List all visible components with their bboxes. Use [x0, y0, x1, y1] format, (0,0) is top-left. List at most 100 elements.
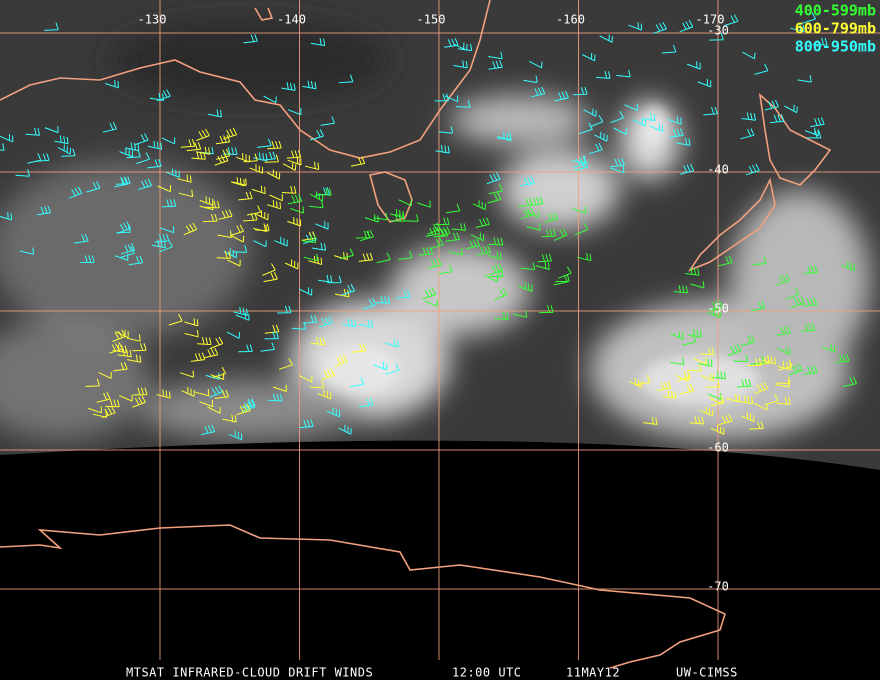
wind-barb	[724, 14, 739, 26]
wind-barb	[661, 44, 677, 54]
wind-barb	[149, 92, 165, 101]
legend-entry: 800-950mb	[795, 38, 876, 56]
wind-barb	[168, 313, 183, 326]
wind-barb	[105, 79, 119, 89]
wind-barb	[154, 233, 170, 243]
wind-barb	[697, 78, 712, 88]
wind-barb	[806, 130, 822, 139]
wind-barb	[340, 283, 355, 296]
wind-barb	[190, 352, 206, 362]
wind-barb	[741, 112, 757, 121]
wind-barb	[375, 295, 391, 304]
legend-entry: 600-799mb	[795, 20, 876, 38]
wind-barb	[302, 314, 318, 324]
wind-barb	[573, 87, 588, 96]
wind-barb	[117, 348, 132, 358]
wind-barb	[281, 185, 297, 194]
wind-barb	[390, 209, 405, 219]
wind-barb	[203, 213, 218, 223]
wind-barb	[203, 347, 219, 359]
wind-barb	[115, 329, 129, 339]
wind-barb	[102, 121, 117, 133]
wind-barb	[310, 38, 326, 47]
wind-barb	[476, 245, 491, 256]
wind-barb	[291, 322, 307, 330]
wind-barb	[487, 251, 502, 260]
wind-barb	[736, 378, 752, 388]
wind-barb	[85, 378, 100, 387]
wind-barb	[373, 362, 388, 371]
wind-barb	[161, 137, 176, 145]
wind-barb	[264, 331, 279, 340]
wind-barb	[790, 24, 805, 33]
wind-barb	[610, 111, 624, 124]
wind-barb	[207, 109, 222, 118]
wind-barb	[610, 166, 625, 174]
wind-barb	[216, 251, 231, 259]
wind-barb	[263, 272, 278, 283]
wind-barb	[745, 163, 760, 176]
wind-barb	[676, 370, 691, 382]
wind-barb	[286, 149, 302, 159]
wind-barb	[520, 176, 535, 187]
wind-barb	[359, 397, 374, 408]
wind-barb	[636, 375, 651, 386]
wind-barb	[488, 183, 503, 195]
wind-barb	[157, 185, 171, 193]
wind-barb	[272, 384, 287, 392]
wind-barb	[44, 22, 59, 31]
wind-barb	[160, 226, 175, 234]
wind-barb	[338, 74, 354, 84]
wind-barb	[88, 406, 102, 414]
wind-barb	[529, 196, 544, 206]
latitude-label: -50	[707, 302, 729, 316]
wind-barb	[422, 287, 437, 300]
wind-barb	[628, 22, 642, 31]
wind-barb	[302, 80, 317, 90]
wind-barb	[0, 134, 14, 143]
wind-barb	[526, 223, 541, 231]
wind-barb	[404, 214, 419, 222]
wind-barb	[821, 344, 836, 353]
wind-barb	[287, 157, 302, 166]
wind-barb	[230, 224, 244, 236]
wind-barb	[800, 323, 816, 332]
wind-barb	[577, 252, 592, 262]
wind-barb	[134, 133, 149, 146]
wind-barb	[127, 354, 142, 363]
wind-barb	[137, 178, 153, 190]
wind-barb	[44, 126, 59, 134]
wind-barb	[673, 285, 689, 294]
wind-barb	[574, 222, 589, 236]
wind-barb	[243, 34, 258, 44]
wind-barb	[269, 194, 283, 202]
wind-barb	[525, 210, 540, 218]
wind-barb	[488, 60, 503, 70]
wind-barb	[435, 144, 450, 154]
wind-barb	[390, 213, 405, 222]
wind-barb	[553, 274, 568, 286]
wind-barb	[589, 114, 604, 128]
wind-barb	[776, 396, 791, 405]
wind-barb	[147, 159, 162, 169]
wind-barb	[317, 389, 332, 400]
wind-barb	[255, 223, 270, 232]
wind-barb	[303, 253, 318, 262]
wind-barb	[315, 221, 329, 230]
wind-barb	[309, 191, 324, 202]
wind-barb	[125, 142, 140, 152]
cloud-imagery	[0, 0, 880, 470]
wind-barb	[180, 139, 196, 148]
wind-barb	[742, 51, 756, 60]
wind-barb	[520, 262, 536, 271]
wind-barb	[309, 380, 325, 389]
wind-barb	[183, 222, 198, 236]
wind-barb	[299, 419, 314, 429]
wind-barb	[200, 424, 216, 436]
longitude-label: -170	[696, 13, 725, 27]
wind-barb	[236, 153, 250, 163]
wind-barb	[349, 377, 365, 388]
wind-barb	[424, 299, 438, 307]
wind-barb	[418, 246, 434, 256]
wind-barb	[197, 337, 212, 346]
